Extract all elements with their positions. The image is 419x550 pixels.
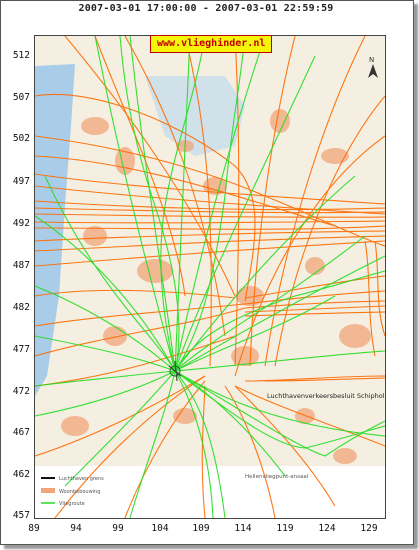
y-tick-label: 492 (12, 218, 30, 229)
x-tick-label: 94 (70, 523, 82, 534)
x-tick-label: 119 (276, 523, 294, 534)
legend-item: Luchthaven grens (59, 476, 104, 482)
x-tick-label: 104 (151, 523, 169, 534)
legend-item: Vliegroute (59, 501, 85, 507)
y-tick-label: 467 (12, 427, 30, 438)
y-tick-label: 487 (12, 260, 30, 271)
airport-marker (168, 360, 182, 382)
y-tick-label: 472 (12, 386, 30, 397)
x-tick-label: 109 (192, 523, 210, 534)
y-tick-label: 507 (12, 92, 30, 103)
y-tick-label: 477 (12, 344, 30, 355)
urban-areas (61, 109, 371, 464)
map-legend: Hellenvliegpunt-ansaal Luchthaven grens … (41, 474, 309, 507)
x-tick-label: 114 (234, 523, 252, 534)
site-badge[interactable]: www.vlieghinder.nl (150, 35, 273, 53)
y-tick-label: 497 (12, 176, 30, 187)
north-arrow-icon: N (368, 56, 378, 78)
x-tick-label: 89 (28, 523, 40, 534)
y-tick-label: 457 (12, 510, 30, 521)
x-tick-label: 99 (112, 523, 124, 534)
legend-panel (35, 466, 385, 518)
y-tick-label: 482 (12, 302, 30, 313)
x-tick-label: 124 (318, 523, 336, 534)
y-tick-label: 502 (12, 133, 30, 144)
departure-tracks (35, 36, 385, 518)
x-tick-label: 129 (360, 523, 378, 534)
region-label: Luchthavenverkeersbesluit Schiphol (267, 392, 385, 400)
y-tick-label: 512 (12, 50, 30, 61)
y-tick-label: 462 (12, 469, 30, 480)
svg-text:N: N (369, 56, 374, 64)
legend-title: Hellenvliegpunt-ansaal (245, 474, 309, 480)
time-range-title: 2007-03-01 17:00:00 - 2007-03-01 22:59:5… (78, 3, 334, 14)
legend-item: Woonbebouwing (59, 489, 100, 495)
flight-track-map: Luchthavenverkeersbesluit Schiphol N Hel… (34, 35, 386, 519)
lake-water (145, 76, 245, 156)
